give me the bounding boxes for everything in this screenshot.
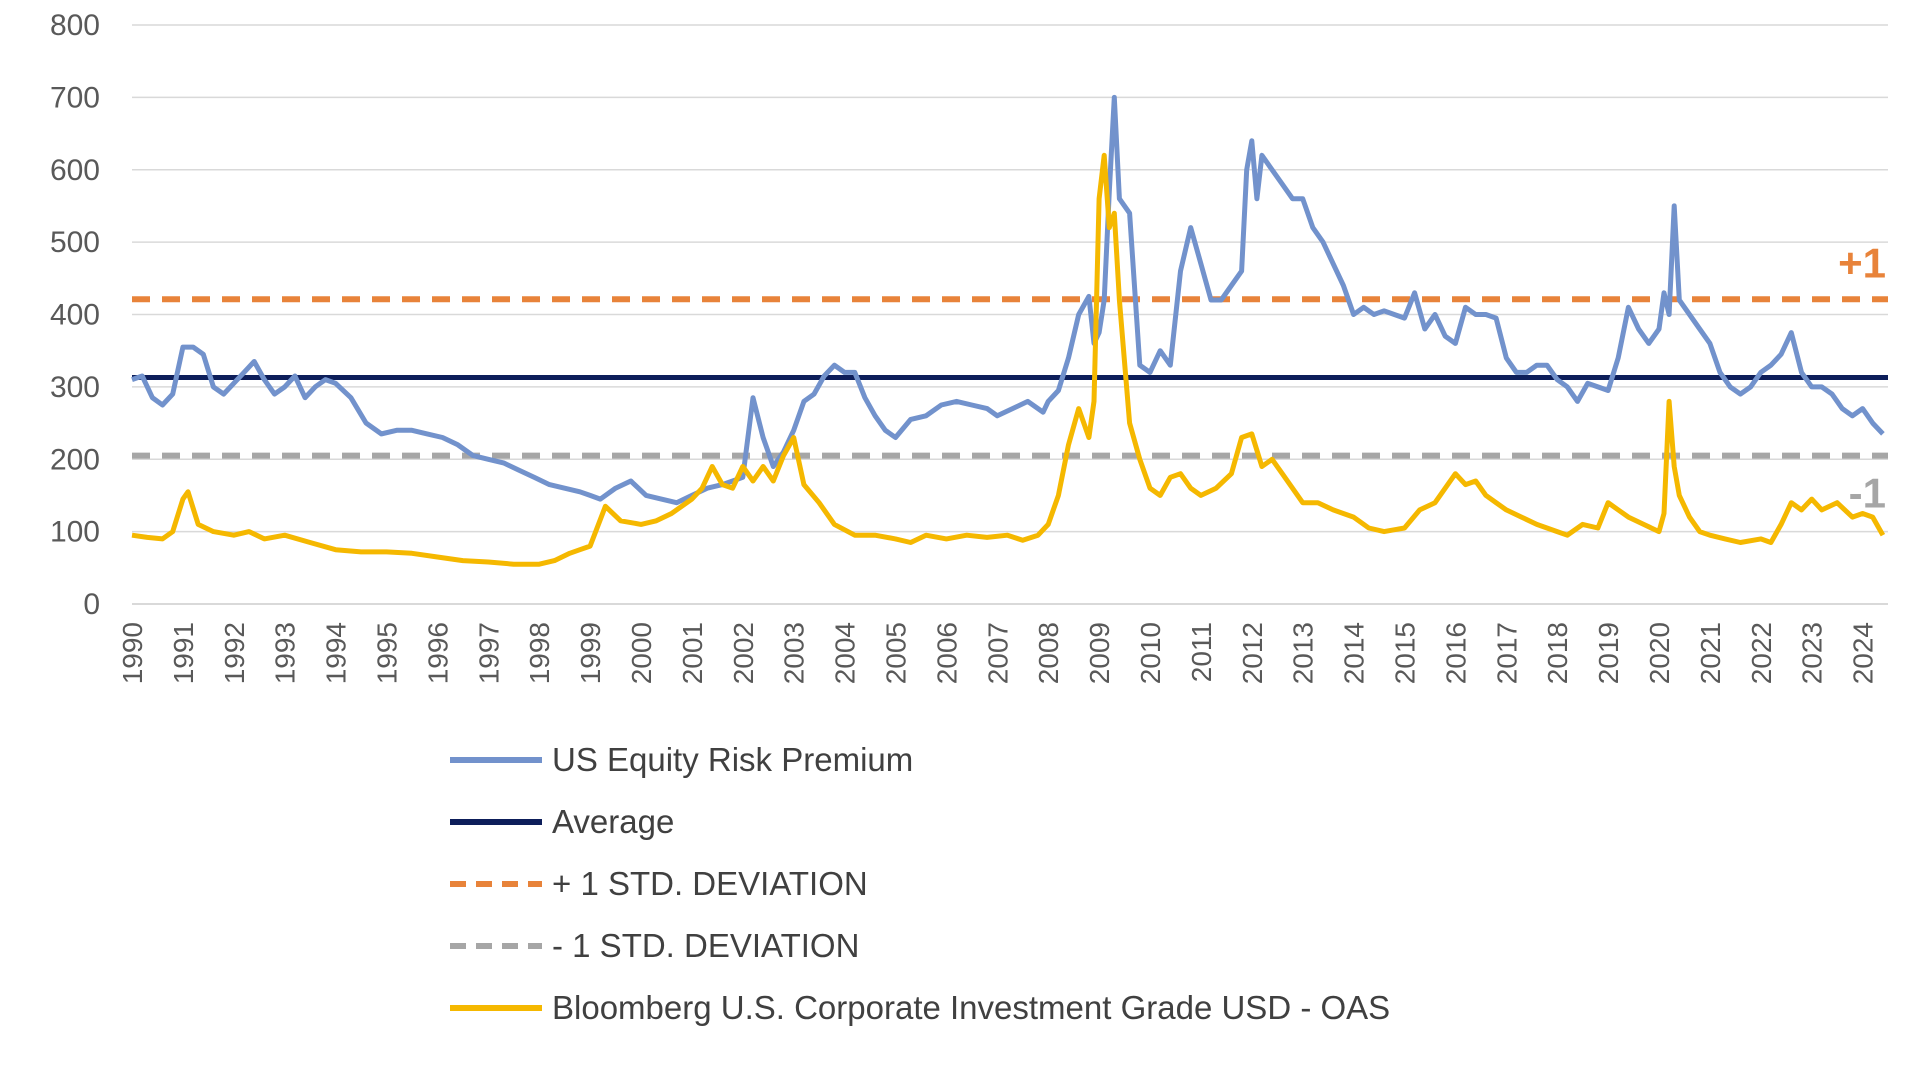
plus-one-sd-label: +1 [1838,239,1886,286]
legend-label: Bloomberg U.S. Corporate Investment Grad… [552,989,1390,1026]
x-tick-label: 1994 [321,622,352,684]
y-tick-label: 100 [50,516,100,549]
equity-risk-premium-line [131,94,1885,506]
x-tick-label: 1991 [168,622,199,684]
legend-item: Average [450,803,674,840]
y-tick-label: 600 [50,154,100,187]
deviation-band-labels: +1 -1 [1838,239,1886,516]
x-tick-label: 1990 [117,622,148,684]
x-tick-label: 2024 [1848,622,1879,684]
x-tick-label: 2005 [880,622,911,684]
minus-one-sd-label: -1 [1849,470,1886,517]
x-tick-label: 2023 [1797,622,1828,684]
x-tick-label: 1993 [270,622,301,684]
x-tick-label: 1999 [575,622,606,684]
x-tick-label: 2007 [982,622,1013,684]
x-tick-label: 2015 [1389,622,1420,684]
x-tick-label: 2001 [677,622,708,684]
y-tick-label: 800 [50,9,100,42]
corporate-oas-line [131,152,1886,567]
x-tick-label: 2009 [1084,622,1115,684]
legend-item: - 1 STD. DEVIATION [450,927,859,964]
x-tick-label: 2000 [626,622,657,684]
x-tick-label: 2014 [1339,622,1370,684]
x-tick-label: 2017 [1491,622,1522,684]
series-lines [131,94,1888,567]
x-tick-label: 2003 [779,622,810,684]
x-tick-label: 1997 [473,622,504,684]
x-tick-label: 1996 [422,622,453,684]
legend-label: + 1 STD. DEVIATION [552,865,868,902]
x-tick-label: 2021 [1695,622,1726,684]
x-tick-label: 2006 [931,622,962,684]
x-tick-label: 2022 [1746,622,1777,684]
y-tick-label: 300 [50,371,100,404]
x-tick-label: 1992 [219,622,250,684]
x-tick-label: 2008 [1033,622,1064,684]
y-tick-label: 400 [50,299,100,332]
gridlines [132,24,1888,605]
y-tick-label: 500 [50,226,100,259]
y-tick-label: 200 [50,443,100,476]
legend-label: - 1 STD. DEVIATION [552,927,859,964]
x-axis-ticks: 1990 1991 1992 1993 1994 1995 1996 1997 1998 1999… [117,603,1888,684]
legend-item: Bloomberg U.S. Corporate Investment Grad… [450,989,1390,1026]
x-tick-label: 1995 [371,622,402,684]
x-tick-label: 2011 [1186,622,1217,682]
x-tick-label: 2012 [1237,622,1268,684]
y-tick-label: 700 [50,81,100,114]
x-tick-label: 2018 [1542,622,1573,684]
legend-item: + 1 STD. DEVIATION [450,865,868,902]
x-tick-label: 2020 [1644,622,1675,684]
legend-item: US Equity Risk Premium [450,741,913,778]
legend-label: US Equity Risk Premium [552,741,913,778]
x-tick-label: 2016 [1440,622,1471,684]
legend: US Equity Risk Premium Average + 1 STD. DE… [450,741,1390,1026]
x-tick-label: 2010 [1135,622,1166,684]
x-tick-label: 2019 [1593,622,1624,684]
x-tick-label: 1998 [524,622,555,684]
x-tick-label: 2004 [830,622,861,684]
x-tick-label: 2002 [728,622,759,684]
legend-label: Average [552,803,674,840]
x-tick-label: 2013 [1288,622,1319,684]
y-axis-ticks: 0 100 200 300 400 500 600 700 800 [50,9,100,621]
y-tick-label: 0 [83,588,100,621]
